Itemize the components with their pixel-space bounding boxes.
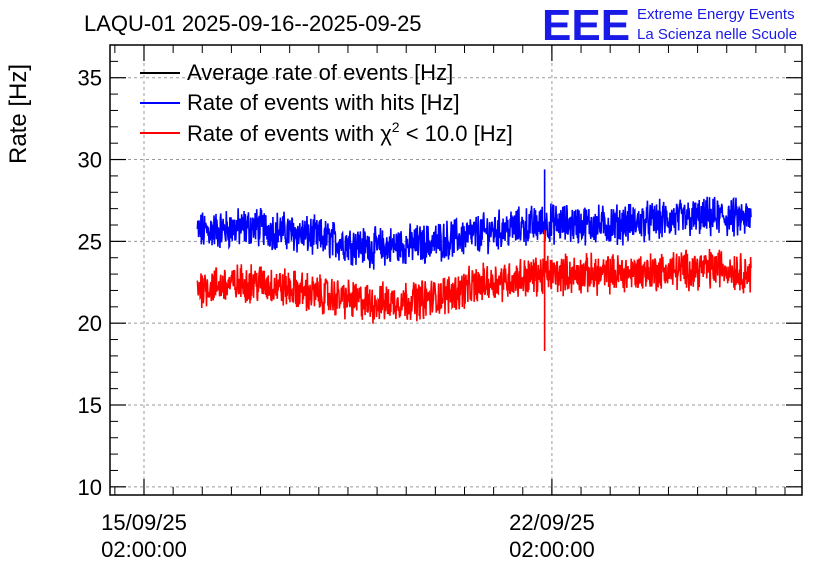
x-tick-label-date: 15/09/25: [101, 510, 187, 535]
y-tick-label: 20: [78, 311, 102, 336]
eee-logo-mark: EEE: [542, 1, 630, 50]
legend-label-chi2: Rate of events with χ2 < 10.0 [Hz]: [187, 119, 513, 146]
y-tick-label: 25: [78, 229, 102, 254]
legend-chi2-suffix: < 10.0 [Hz]: [400, 121, 513, 146]
y-tick-label: 10: [78, 475, 102, 500]
eee-logo: EEE Extreme Energy Events La Scienza nel…: [542, 1, 797, 50]
series-layer: [196, 169, 752, 351]
series-line-2: [196, 248, 752, 324]
chart-title: LAQU-01 2025-09-16--2025-09-25: [84, 11, 422, 36]
x-tick-label-date: 22/09/25: [509, 510, 595, 535]
y-axis-title: Rate [Hz]: [5, 64, 32, 164]
legend-label-average: Average rate of events [Hz]: [187, 60, 453, 85]
legend: Average rate of events [Hz] Rate of even…: [140, 60, 513, 146]
y-tick-label: 35: [78, 66, 102, 91]
legend-chi2-prefix: Rate of events with: [187, 121, 380, 146]
plot-frame: [109, 44, 803, 496]
series-line-1: [196, 196, 752, 270]
legend-chi2-sup: 2: [392, 119, 400, 135]
y-tick-label: 30: [78, 148, 102, 173]
axis-ticks: [110, 44, 802, 495]
logo-line-2: La Scienza nelle Scuole: [637, 26, 797, 43]
x-tick-label-time: 02:00:00: [509, 537, 595, 562]
logo-line-1: Extreme Energy Events: [637, 6, 795, 23]
tick-labels: 10152025303515/09/2502:00:0022/09/2502:0…: [78, 66, 595, 562]
legend-chi2-symbol: χ: [380, 121, 392, 146]
y-tick-label: 15: [78, 393, 102, 418]
x-tick-label-time: 02:00:00: [101, 537, 187, 562]
legend-label-hits: Rate of events with hits [Hz]: [187, 90, 460, 115]
